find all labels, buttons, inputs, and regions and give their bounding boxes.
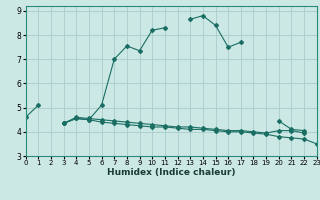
X-axis label: Humidex (Indice chaleur): Humidex (Indice chaleur) <box>107 168 236 177</box>
